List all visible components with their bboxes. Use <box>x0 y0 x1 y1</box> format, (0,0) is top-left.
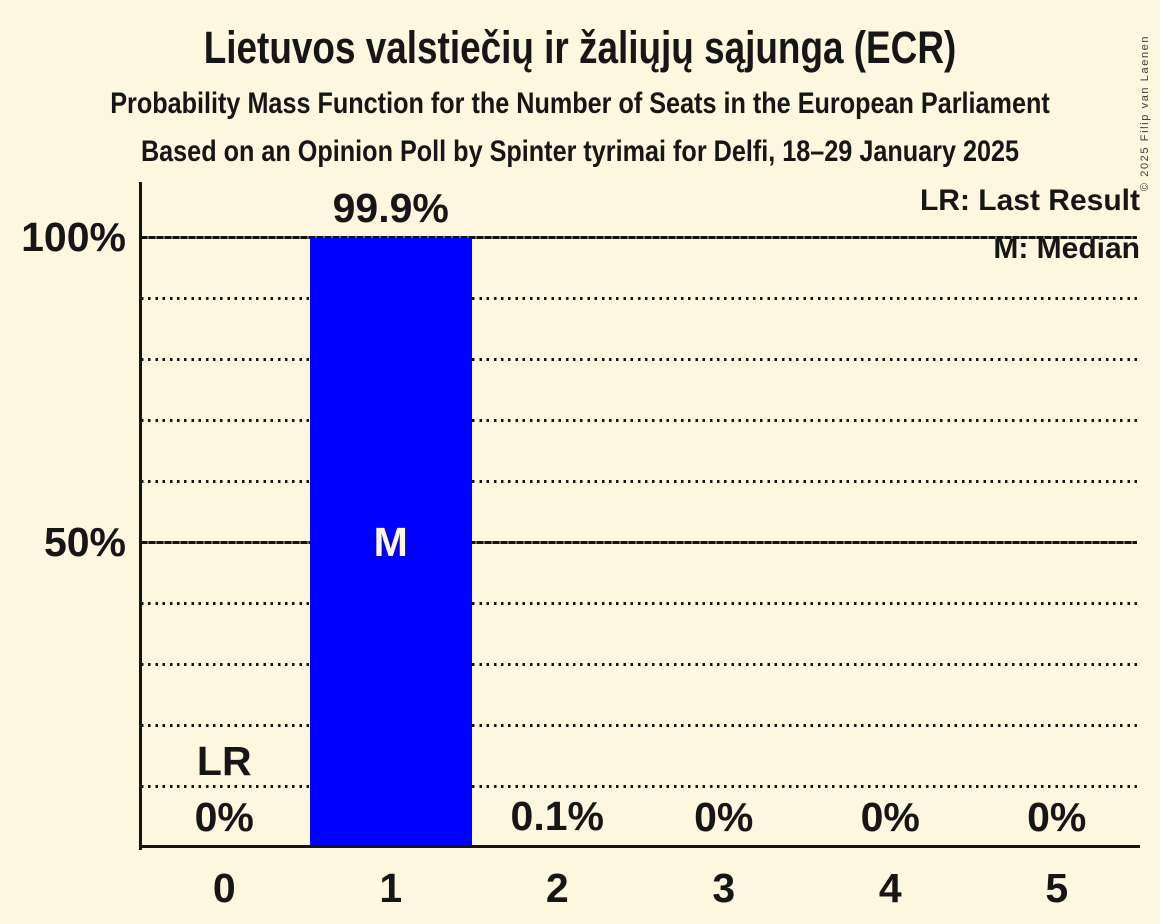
value-label-seat-5: 0% <box>1027 794 1087 840</box>
value-label-seat-1: 99.9% <box>332 184 449 231</box>
last-result-marker: LR <box>196 738 252 784</box>
x-axis-tick-label-2: 2 <box>545 865 569 911</box>
y-axis-tick-label-50: 50% <box>43 519 126 565</box>
x-axis-line <box>139 845 1140 848</box>
gridline-dotted-80 <box>141 358 1137 361</box>
median-marker: M <box>373 519 408 565</box>
chart-title: Lietuvos valstiečių ir žaliųjų sąjunga (… <box>203 22 957 73</box>
y-axis-tick-label-100: 100% <box>21 214 126 260</box>
x-axis-tick-label-3: 3 <box>712 865 736 911</box>
x-axis-tick-label-1: 1 <box>379 865 403 911</box>
gridline-solid-100 <box>141 236 1137 239</box>
x-axis-tick-label-0: 0 <box>212 865 236 911</box>
gridline-dotted-30 <box>141 663 1137 666</box>
plot-area: 0% 0 99.9% 1 0.1% 2 0% 3 0% 4 0% 5 LR M <box>139 182 1140 909</box>
value-label-seat-0: 0% <box>194 794 254 840</box>
value-label-seat-2: 0.1% <box>510 793 604 840</box>
gridline-solid-50 <box>141 541 1137 544</box>
bar-seat-1 <box>309 237 472 847</box>
gridline-dotted-20 <box>141 724 1137 727</box>
gridline-dotted-10 <box>141 785 1137 788</box>
x-axis-tick-label-5: 5 <box>1045 865 1069 911</box>
copyright-notice: © 2025 Filip van Laenen <box>1139 34 1151 192</box>
gridline-dotted-70 <box>141 419 1137 422</box>
value-label-seat-3: 0% <box>694 794 754 840</box>
poll-source-subtitle: Based on an Opinion Poll by Spinter tyri… <box>140 135 1020 168</box>
gridline-dotted-90 <box>141 297 1137 300</box>
chart-subtitle: Probability Mass Function for the Number… <box>110 87 1050 120</box>
value-label-seat-4: 0% <box>860 794 920 840</box>
gridline-dotted-60 <box>141 480 1137 483</box>
y-axis-line <box>139 182 142 850</box>
gridline-dotted-40 <box>141 602 1137 605</box>
x-axis-tick-label-4: 4 <box>878 865 902 911</box>
legend-last-result: LR: Last Result <box>919 184 1140 217</box>
